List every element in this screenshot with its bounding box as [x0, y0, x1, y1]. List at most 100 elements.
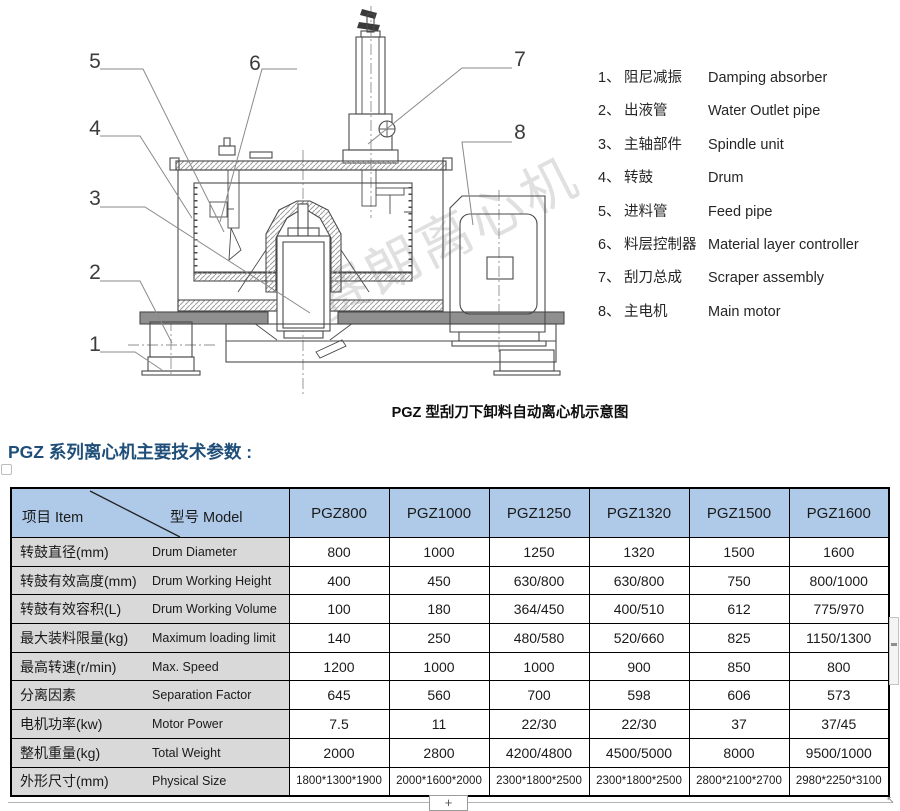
legend-item: 4、 转鼓 Drum	[598, 166, 898, 199]
table-row: 分离因素 Separation Factor 645 560 700 598 6…	[10, 680, 890, 711]
row-label-cn: 转鼓直径(mm)	[20, 543, 109, 560]
table-cell-value: 180	[388, 594, 490, 625]
table-cell-value: 1500	[688, 537, 790, 567]
centrifuge-diagram: 赛朗离心机	[89, 6, 580, 394]
part-label-4: 4	[89, 117, 101, 140]
legend-name-en: Main motor	[708, 303, 781, 320]
table-cell-value: 700	[488, 680, 590, 711]
table-cell-value: 900	[588, 651, 690, 682]
table-cell-value: 364/450	[488, 594, 590, 625]
specs-table[interactable]: 项目 Item 型号 Model PGZ800 PGZ1000 PGZ1250 …	[10, 487, 890, 798]
legend-item: 7、 刮刀总成 Scraper assembly	[598, 266, 898, 299]
leader-lines	[100, 67, 512, 371]
legend-name-en: Damping absorber	[708, 70, 828, 86]
legend-number: 6、	[598, 236, 621, 253]
row-label-cn: 最大装料限量(kg)	[20, 629, 129, 646]
table-cell-value: 2000*1600*2000	[388, 766, 490, 797]
table-cell-value: 825	[688, 623, 790, 653]
table-cell-value: 11	[388, 709, 490, 739]
table-cell-value: 400/510	[588, 594, 690, 625]
legend-item: 1、 阻尼减振 Damping absorber	[598, 66, 898, 99]
part-label-1: 1	[89, 333, 101, 356]
feed-tower-group	[342, 9, 399, 164]
table-cell-value: 573	[788, 680, 890, 711]
table-cell-value: 7.5	[288, 709, 390, 739]
row-label-cell: 分离因素 Separation Factor	[10, 680, 290, 711]
legend-name-cn: 主轴部件	[624, 136, 682, 153]
legend-name-cn: 进料管	[624, 203, 668, 220]
table-cell-value: 1200	[288, 651, 390, 682]
legend-name-en: Spindle unit	[708, 136, 784, 153]
row-label-cell: 转鼓直径(mm) Drum Diameter	[10, 537, 290, 567]
table-cell-value: 1000	[388, 537, 490, 567]
legend-item: 8、 主电机 Main motor	[598, 300, 898, 333]
object-anchor-icon	[1, 464, 12, 475]
table-cell-value: 606	[688, 680, 790, 711]
vertical-scrollbar[interactable]	[889, 617, 899, 685]
table-cell-value: 1000	[488, 651, 590, 682]
legend-name-en: Drum	[708, 170, 744, 187]
table-row: 电机功率(kw) Motor Power 7.5 11 22/30 22/30 …	[10, 709, 890, 739]
corner-label-item: 项目 Item	[22, 510, 84, 526]
row-label-cell: 最大装料限量(kg) Maximum loading limit	[10, 623, 290, 653]
table-cell-value: 598	[588, 680, 690, 711]
table-cell-value: 22/30	[488, 709, 590, 739]
table-cell-value: 2800*2100*2700	[688, 766, 790, 797]
table-cell-value: 8000	[688, 737, 790, 768]
legend-name-en: Material layer controller	[708, 236, 859, 253]
row-label-cn: 电机功率(kw)	[20, 715, 103, 732]
table-row: 转鼓有效高度(mm) Drum Working Height 400 450 6…	[10, 565, 890, 596]
row-label-en: Maximum loading limit	[152, 630, 276, 645]
legend-number: 5、	[598, 203, 621, 220]
table-cell-value: 4200/4800	[488, 737, 590, 768]
row-label-en: Drum Working Volume	[152, 602, 277, 617]
legend-name-cn: 料层控制器	[624, 236, 697, 253]
table-cell-value: 2300*1800*2500	[488, 766, 590, 797]
table-cell-value: 800	[288, 537, 390, 567]
table-row: 最高转速(r/min) Max. Speed 1200 1000 1000 90…	[10, 651, 890, 682]
table-cell-value: 2000	[288, 737, 390, 768]
legend-number: 4、	[598, 170, 621, 187]
table-cell-value: 1320	[588, 537, 690, 567]
row-label-cell: 整机重量(kg) Total Weight	[10, 737, 290, 768]
table-cell-value: 1600	[788, 537, 890, 567]
table-cell-value: 750	[688, 565, 790, 596]
base-group	[139, 311, 565, 376]
part-label-3: 3	[89, 187, 101, 210]
table-cell-value: 22/30	[588, 709, 690, 739]
table-row: 外形尺寸(mm) Physical Size 1800*1300*1900 20…	[10, 766, 890, 797]
resize-corner-icon[interactable]: ↖	[886, 795, 895, 806]
table-cell-value: 560	[388, 680, 490, 711]
table-cell-value: 520/660	[588, 623, 690, 653]
section-heading: PGZ 系列离心机主要技术参数 :	[8, 442, 253, 462]
table-cell-value: 140	[288, 623, 390, 653]
col-header-pgz800: PGZ800	[288, 487, 390, 538]
diagonal-divider	[89, 490, 181, 537]
row-label-cn: 最高转速(r/min)	[20, 658, 117, 675]
row-label-cn: 转鼓有效高度(mm)	[20, 572, 137, 589]
table-cell-value: 250	[388, 623, 490, 653]
part-label-6: 6	[249, 52, 261, 75]
table-row: 最大装料限量(kg) Maximum loading limit 140 250…	[10, 623, 890, 653]
vertical-scrollbar-thumb[interactable]	[891, 643, 897, 646]
table-cell-value: 4500/5000	[588, 737, 690, 768]
legend-item: 2、 出液管 Water Outlet pipe	[598, 99, 898, 132]
legend-number: 2、	[598, 103, 621, 120]
row-label-en: Physical Size	[152, 774, 227, 789]
row-label-cell: 外形尺寸(mm) Physical Size	[10, 766, 290, 797]
legend-item: 6、 料层控制器 Material layer controller	[598, 233, 898, 266]
col-header-pgz1000: PGZ1000	[388, 487, 490, 538]
table-cell-value: 37	[688, 709, 790, 739]
table-cell-value: 800/1000	[788, 565, 890, 596]
table-cell-value: 1800*1300*1900	[288, 766, 390, 797]
legend-number: 1、	[598, 70, 621, 86]
drum-group	[237, 200, 370, 341]
col-header-pgz1500: PGZ1500	[688, 487, 790, 538]
legend-name-en: Feed pipe	[708, 203, 773, 220]
table-cell-value: 100	[288, 594, 390, 625]
legend-item: 3、 主轴部件 Spindle unit	[598, 133, 898, 166]
table-cell-value: 480/580	[488, 623, 590, 653]
legend-name-cn: 转鼓	[624, 170, 653, 187]
table-cell-value: 9500/1000	[788, 737, 890, 768]
